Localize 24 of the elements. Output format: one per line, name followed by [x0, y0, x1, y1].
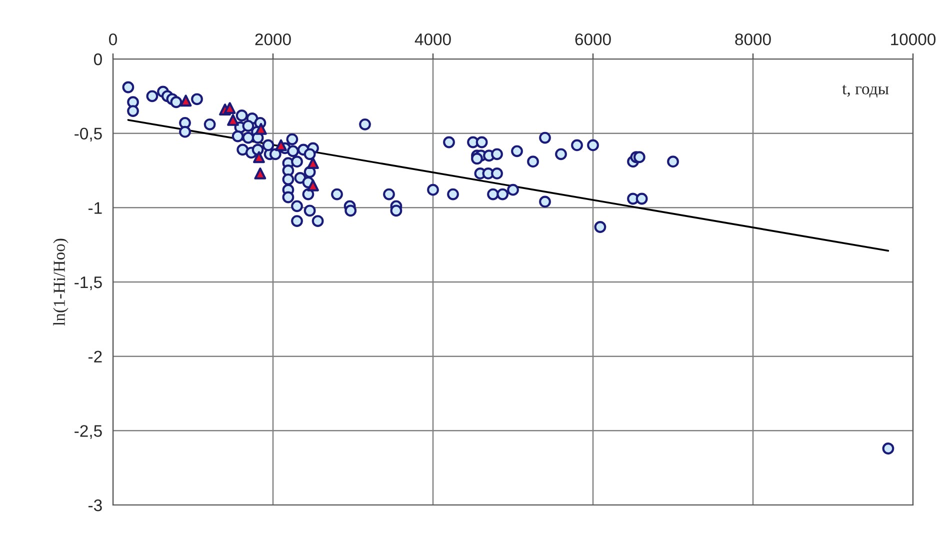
y-tick-label: -0,5 — [74, 128, 102, 142]
y-tick-label: 0 — [94, 53, 102, 66]
y-tick-label: -3 — [88, 499, 102, 512]
point — [275, 139, 287, 152]
x-tick-label: 4000 — [414, 33, 451, 46]
point — [180, 94, 192, 107]
point — [227, 114, 239, 126]
y-tick-label: -2,5 — [74, 425, 102, 439]
x-axis-title: t, годы — [842, 84, 889, 98]
x-tick-label: 10000 — [891, 33, 936, 46]
y-tick-label: -2 — [88, 350, 102, 362]
x-tick-label: 6000 — [575, 33, 611, 46]
y-tick-label: -1,5 — [74, 276, 102, 290]
point — [255, 122, 267, 135]
x-tick-label: 8000 — [735, 33, 771, 46]
point — [254, 168, 266, 180]
point — [253, 151, 265, 164]
x-tick-label: 2000 — [255, 33, 291, 46]
point — [307, 157, 319, 170]
point — [224, 102, 236, 114]
point — [307, 179, 319, 192]
y-tick-label: -1 — [88, 202, 102, 214]
y-axis-title: ln(1-Hi/Hoo) — [53, 238, 68, 326]
x-tick-label: 0 — [109, 33, 117, 46]
